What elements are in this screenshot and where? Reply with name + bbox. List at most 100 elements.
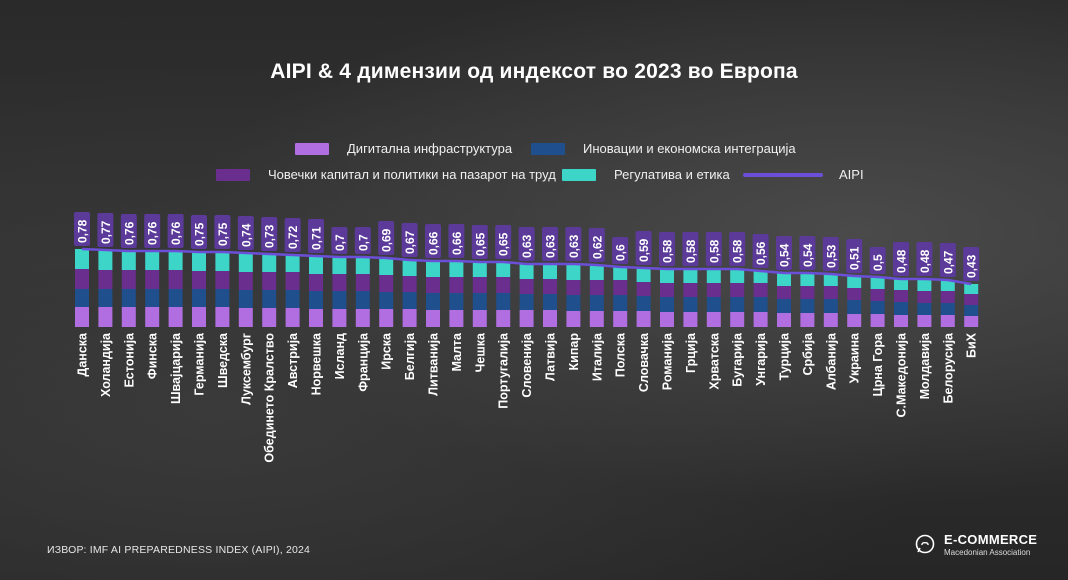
bar-regulation-27 bbox=[706, 269, 721, 283]
value-label-bg-27 bbox=[705, 232, 722, 266]
value-label-bg-38 bbox=[963, 247, 980, 281]
value-label-text-29: 0,56 bbox=[754, 241, 768, 265]
bar-innovation-16 bbox=[449, 293, 464, 310]
value-label-5: 0,75 bbox=[191, 215, 207, 249]
category-label-35: С.Македонија bbox=[895, 332, 909, 418]
value-label-31: 0,54 bbox=[799, 236, 816, 270]
value-label-bg-25 bbox=[659, 232, 675, 266]
value-label-33: 0,51 bbox=[846, 239, 863, 273]
bar-digital-14 bbox=[402, 309, 417, 327]
value-label-text-7: 0,74 bbox=[239, 223, 253, 247]
value-label-bg-19 bbox=[518, 227, 535, 261]
bar-digital-3 bbox=[145, 307, 160, 327]
category-label-37: Белорусија bbox=[941, 332, 955, 404]
value-label-bg-21 bbox=[565, 227, 582, 261]
bar-innovation-33 bbox=[847, 300, 862, 314]
category-label-34: Црна Гора bbox=[871, 332, 885, 396]
bar-innovation-7 bbox=[238, 290, 253, 308]
category-label-31: Србија bbox=[801, 332, 815, 376]
source-note: ИЗВОР: IMF AI PREPAREDNESS INDEX (AIPI),… bbox=[47, 544, 311, 556]
category-label-15: Литванија bbox=[427, 332, 441, 396]
category-label-30: Турција bbox=[778, 332, 792, 380]
category-label-17: Чешка bbox=[473, 332, 487, 372]
value-label-15: 0,66 bbox=[425, 224, 441, 258]
value-label-bg-11 bbox=[331, 227, 348, 254]
value-label-text-6: 0,75 bbox=[216, 222, 230, 246]
category-label-28: Бугарија bbox=[731, 332, 745, 387]
bar-human-15 bbox=[426, 277, 440, 293]
value-label-text-17: 0,65 bbox=[473, 232, 487, 256]
category-label-11: Исланд bbox=[333, 333, 347, 379]
bar-innovation-12 bbox=[355, 291, 370, 309]
bar-human-3 bbox=[145, 270, 160, 289]
bar-innovation-14 bbox=[402, 292, 417, 309]
bar-regulation-9 bbox=[285, 255, 300, 272]
bar-regulation-22 bbox=[589, 265, 604, 280]
bar-digital-2 bbox=[121, 307, 136, 327]
bar-digital-4 bbox=[168, 307, 183, 327]
bar-innovation-25 bbox=[660, 297, 674, 312]
bar-digital-1 bbox=[98, 307, 113, 327]
value-label-text-2: 0,76 bbox=[122, 221, 136, 245]
bar-regulation-28 bbox=[730, 269, 745, 283]
value-label-text-24: 0,59 bbox=[637, 238, 651, 262]
value-label-bg-13 bbox=[378, 221, 395, 255]
value-label-28: 0,58 bbox=[729, 232, 746, 266]
value-label-21: 0,63 bbox=[565, 227, 582, 261]
bar-innovation-15 bbox=[426, 293, 440, 310]
category-label-12: Франција bbox=[356, 332, 370, 392]
logo-subtitle: Macedonian Association bbox=[944, 548, 1031, 557]
bar-innovation-5 bbox=[192, 289, 206, 307]
bar-digital-11 bbox=[332, 309, 347, 327]
legend-regulation: Регулатива и етика bbox=[562, 167, 730, 182]
bar-regulation-2 bbox=[121, 251, 136, 270]
category-label-9: Австрија bbox=[286, 332, 300, 388]
value-label-bg-28 bbox=[729, 232, 746, 266]
bar-regulation-31 bbox=[800, 273, 815, 286]
value-label-text-32: 0,53 bbox=[824, 244, 838, 268]
bar-regulation-36 bbox=[917, 279, 932, 291]
value-label-30: 0,54 bbox=[776, 236, 792, 270]
value-label-bg-34 bbox=[869, 247, 886, 274]
bar-innovation-1 bbox=[98, 289, 113, 307]
category-label-26: Грција bbox=[684, 332, 698, 373]
aipi-line bbox=[81, 247, 972, 286]
bar-digital-5 bbox=[192, 307, 206, 327]
category-label-22: Италија bbox=[590, 332, 604, 381]
chat-bubble-icon bbox=[915, 534, 935, 553]
value-label-text-31: 0,54 bbox=[801, 243, 815, 267]
value-label-bg-37 bbox=[939, 243, 956, 277]
value-label-text-14: 0,67 bbox=[403, 230, 417, 254]
bar-innovation-35 bbox=[894, 302, 908, 315]
bar-regulation-14 bbox=[402, 260, 417, 276]
bar-innovation-37 bbox=[940, 303, 955, 315]
bar-human-24 bbox=[636, 282, 651, 296]
value-label-17: 0,65 bbox=[471, 225, 488, 259]
value-label-bg-35 bbox=[893, 242, 909, 276]
bar-innovation-30 bbox=[777, 299, 791, 313]
category-label-5: Германија bbox=[193, 332, 207, 396]
legend-label-regulation: Регулатива и етика bbox=[614, 167, 730, 182]
value-label-36: 0,48 bbox=[916, 242, 933, 276]
bar-regulation-18 bbox=[496, 262, 511, 277]
category-label-3: Финска bbox=[146, 332, 160, 379]
legend-label-innovation: Иновации и економска интеграција bbox=[583, 141, 796, 156]
bar-regulation-32 bbox=[823, 274, 838, 286]
value-label-bg-3 bbox=[144, 214, 161, 248]
bar-human-21 bbox=[566, 280, 581, 295]
bar-human-16 bbox=[449, 277, 464, 293]
value-label-bg-0 bbox=[74, 212, 90, 246]
bar-human-36 bbox=[917, 291, 932, 303]
value-label-text-18: 0,65 bbox=[497, 232, 511, 256]
bar-human-27 bbox=[706, 283, 721, 297]
category-label-27: Хрватска bbox=[707, 332, 721, 390]
logo-name: E-COMMERCE bbox=[944, 532, 1038, 547]
value-label-bg-23 bbox=[612, 237, 629, 264]
bar-digital-37 bbox=[940, 315, 955, 327]
legend-swatch-aipi bbox=[743, 172, 823, 177]
bar-human-23 bbox=[613, 280, 628, 295]
category-label-0: Данска bbox=[76, 332, 90, 377]
value-label-9: 0,72 bbox=[284, 218, 301, 252]
value-label-8: 0,73 bbox=[261, 217, 278, 251]
bar-digital-36 bbox=[917, 315, 932, 327]
